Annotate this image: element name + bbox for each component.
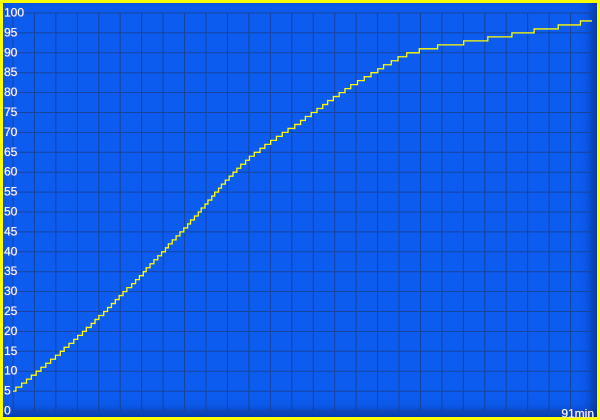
svg-text:15: 15 (4, 344, 18, 358)
svg-text:20: 20 (4, 324, 18, 338)
svg-text:80: 80 (4, 85, 18, 99)
svg-text:91min: 91min (561, 407, 594, 420)
svg-text:10: 10 (4, 364, 18, 378)
svg-text:35: 35 (4, 264, 18, 278)
svg-text:55: 55 (4, 185, 18, 199)
svg-text:70: 70 (4, 125, 18, 139)
svg-text:30: 30 (4, 284, 18, 298)
svg-text:25: 25 (4, 304, 18, 318)
svg-text:100: 100 (4, 6, 24, 20)
svg-text:60: 60 (4, 165, 18, 179)
svg-text:95: 95 (4, 25, 18, 39)
svg-text:40: 40 (4, 244, 18, 258)
svg-text:90: 90 (4, 45, 18, 59)
svg-text:65: 65 (4, 145, 18, 159)
svg-text:45: 45 (4, 224, 18, 238)
svg-text:5: 5 (4, 384, 11, 398)
svg-text:85: 85 (4, 65, 18, 79)
svg-text:50: 50 (4, 205, 18, 219)
svg-text:0: 0 (4, 404, 11, 418)
svg-text:75: 75 (4, 105, 18, 119)
